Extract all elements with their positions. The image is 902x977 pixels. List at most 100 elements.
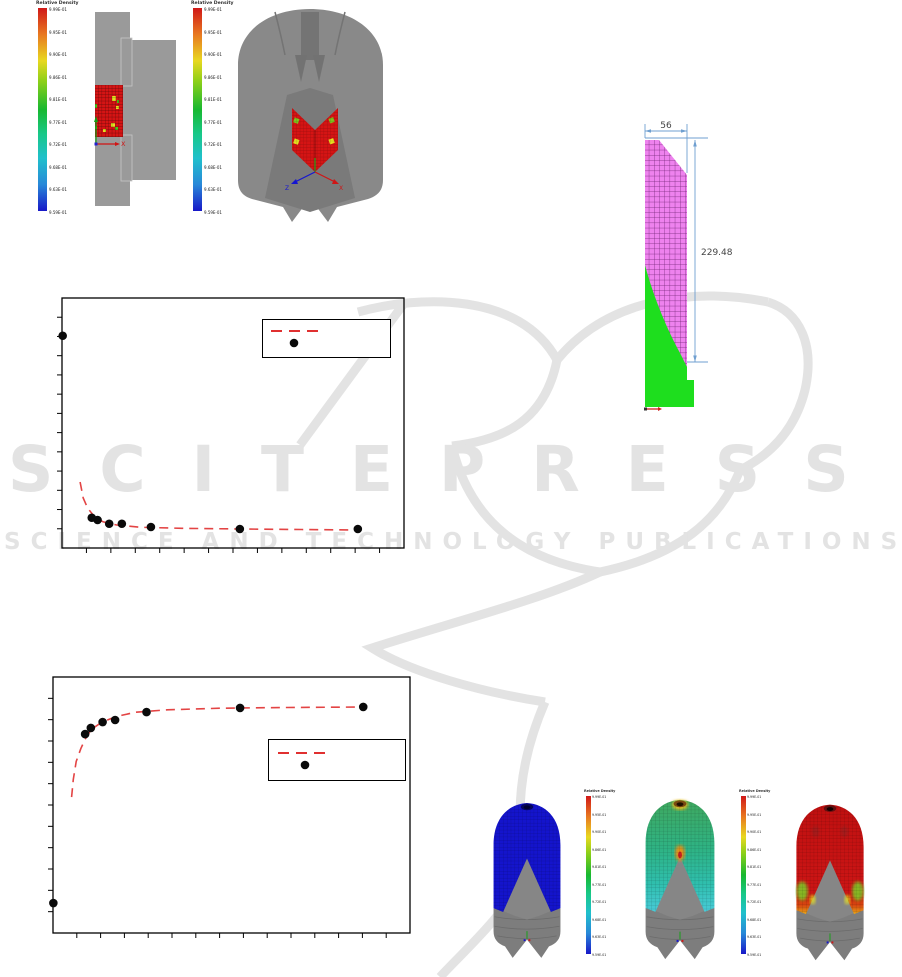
punch-lower [120,134,133,182]
gray-wedge [806,858,854,922]
mesh-axis-marker [644,407,662,411]
data-point [146,522,156,532]
colorbar-tick-label: 9.90E-01 [592,830,607,835]
coordinate-axis-3d: Z X [285,158,343,192]
figure-mesh-dimensions: 56 229.48 [644,121,733,411]
colorbar-tick-label: 9.99E-01 [592,795,607,799]
model-3d-blue [493,803,561,958]
colorbar-tick-label: 9.59E-01 [204,209,222,215]
data-point [235,703,245,713]
colorbar-relative-density-mini-2: 9.99E-01 9.95E-01 9.90E-01 9.86E-01 9.81E-01… [741,795,762,957]
data-point [49,898,58,908]
colorbar-tick-label: 9.95E-01 [747,812,762,817]
colorbar-tick-label: 9.72E-01 [204,142,222,148]
colorbar-tick-label: 9.63E-01 [204,187,222,193]
colorbar-tick-labels: 9.99E-01 9.95E-01 9.90E-01 9.86E-01 9.81E-01… [204,8,222,215]
colorbar-tick-label: 9.63E-01 [49,187,67,193]
coordinate-axis-2d: X [94,116,126,148]
fitted-curve [79,481,360,531]
data-point [98,717,107,727]
colorbar-tick-label: 9.86E-01 [747,847,762,852]
height-dimension-label: 229.48 [701,248,733,258]
colorbar-tick-label: 9.99E-01 [204,7,222,12]
colorbar-tick-label: 9.81E-01 [49,97,67,103]
colorbar-relative-density-mini-1: 9.99E-01 9.95E-01 9.90E-01 9.86E-01 9.81E-01… [586,795,607,957]
axis-x-label: X [121,140,126,148]
center-slot [301,12,319,60]
colorbar-tick-labels: 9.99E-01 9.95E-01 9.90E-01 9.86E-01 9.81E-01… [592,795,607,957]
colorbar-gradient [741,796,746,954]
plot1-legend [262,319,391,358]
colorbar-tick-label: 9.90E-01 [747,830,762,835]
model-axis-marker [676,931,684,942]
model-3d-red [796,804,864,961]
plot2-legend-samples [278,752,328,770]
data-point [93,515,102,525]
colorbar-tick-label: 9.90E-01 [49,52,67,58]
colorbar-tick-label: 9.63E-01 [592,935,607,940]
colorbar-title: Relative Density [584,789,616,793]
data-point [142,707,151,717]
plot2-legend [268,739,406,781]
colorbar-tick-label: 9.99E-01 [49,7,67,12]
colorbar-tick-label: 9.68E-01 [204,164,222,170]
data-point [80,729,90,739]
colorbar-tick-label: 9.95E-01 [204,29,222,35]
axis-z-label: Z [285,185,289,192]
colorbar-title: Relative Density [739,789,771,793]
colorbar-tick-label: 9.81E-01 [204,97,222,103]
colorbar-tick-label: 9.77E-01 [204,119,222,125]
powder-mesh-region [95,85,123,137]
colorbar-relative-density-2d: 9.99E-01 9.95E-01 9.90E-01 9.86E-01 9.81E-01… [38,8,67,215]
width-dimension-label: 56 [660,121,672,131]
colorbar-tick-label: 9.59E-01 [747,952,762,957]
dimension-lines [644,124,708,363]
data-point [110,715,120,725]
colorbar-tick-label: 9.68E-01 [747,917,762,922]
colorbar-relative-density-3d: 9.99E-01 9.95E-01 9.90E-01 9.86E-01 9.81E-01… [193,8,222,215]
colorbar-tick-label: 9.95E-01 [592,812,607,817]
figure-3d-cutaway-model: Z X [238,9,383,222]
density-shell [493,803,561,912]
data-point [104,519,114,529]
colorbar-tick-label: 9.86E-01 [592,847,607,852]
colorbar-gradient [193,8,202,211]
colorbar-tick-label: 9.68E-01 [592,917,607,922]
data-point [86,723,96,733]
colorbar-tick-labels: 9.99E-01 9.95E-01 9.90E-01 9.86E-01 9.81E-01… [747,795,762,957]
colorbar-gradient [586,796,591,954]
punch-upper [120,37,133,87]
green-region [645,265,694,407]
density-shell [796,804,864,915]
scatter-plot-saturating [48,676,411,938]
colorbar-gradient [38,8,47,211]
colorbar-tick-label: 9.86E-01 [204,74,222,80]
data-point [58,331,67,341]
model-axis-marker [826,933,834,944]
colorbar-title: Relative Density [191,1,234,6]
colorbar-title: Relative Density [36,1,79,6]
gray-wedge [503,856,551,920]
colorbar-tick-label: 9.77E-01 [592,882,607,887]
die-right-block [130,40,176,180]
colorbar-tick-label: 9.68E-01 [49,164,67,170]
data-point [353,524,363,534]
plot-frame [52,676,411,934]
colorbar-tick-label: 9.99E-01 [747,795,762,799]
colorbar-tick-label: 9.77E-01 [747,882,762,887]
colorbar-tick-label: 9.81E-01 [592,865,607,870]
plot1-legend-samples [271,330,321,348]
colorbar-tick-label: 9.72E-01 [49,142,67,148]
colorbar-tick-label: 9.86E-01 [49,74,67,80]
data-point [235,524,245,534]
colorbar-tick-label: 9.72E-01 [592,900,607,905]
colorbar-tick-label: 9.77E-01 [49,119,67,125]
colorbar-tick-label: 9.63E-01 [747,935,762,940]
colorbar-tick-label: 9.90E-01 [204,52,222,58]
watermark-title: SCITEPRESS [8,433,895,506]
scatter-plot-decaying [57,297,405,553]
colorbar-tick-label: 9.72E-01 [747,900,762,905]
gray-wedge [655,854,705,920]
model-axis-marker [523,931,531,942]
